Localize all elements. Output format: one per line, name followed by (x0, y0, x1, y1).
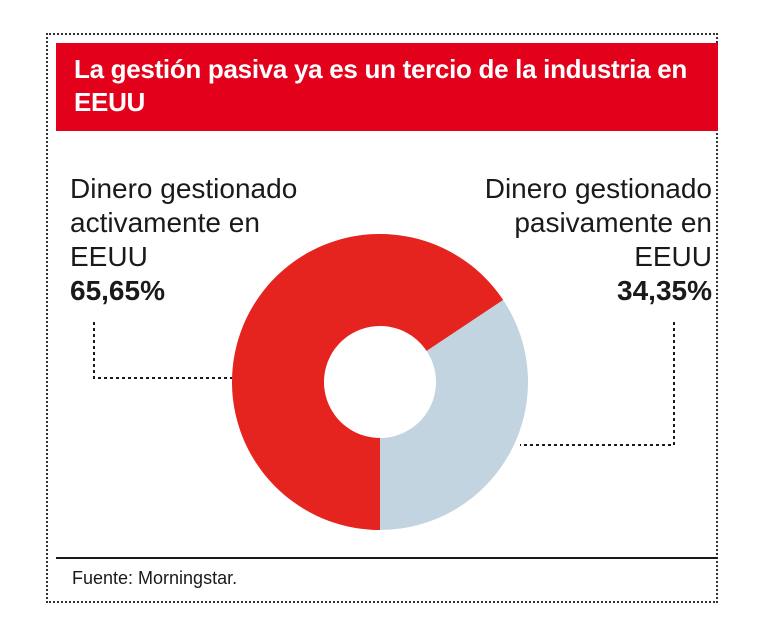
passive-callout: Dinero gestionado pasivamente en EEUU 34… (485, 172, 712, 308)
active-label-line-2: activamente en (70, 207, 260, 238)
active-label-line-3: EEUU (70, 241, 148, 272)
title-bar: La gestión pasiva ya es un tercio de la … (56, 43, 718, 131)
source-note: Fuente: Morningstar. (72, 568, 238, 588)
active-label-line-1: Dinero gestionado (70, 173, 298, 204)
active-value-label: 65,65% (70, 275, 165, 306)
passive-label-line-1: Dinero gestionado (484, 173, 712, 204)
active-callout: Dinero gestionado activamente en EEUU 65… (70, 172, 297, 308)
passive-value-label: 34,35% (617, 275, 712, 306)
donut-slice-active (232, 233, 504, 530)
chart-frame (46, 33, 718, 603)
source-divider (56, 557, 718, 559)
chart-title: La gestión pasiva ya es un tercio de la … (74, 54, 687, 117)
donut-slice-passive (380, 299, 528, 530)
passive-label-line-2: pasivamente en (514, 207, 712, 238)
passive-leader-line (520, 322, 675, 446)
passive-label-line-3: EEUU (634, 241, 712, 272)
active-leader-line (93, 322, 232, 379)
